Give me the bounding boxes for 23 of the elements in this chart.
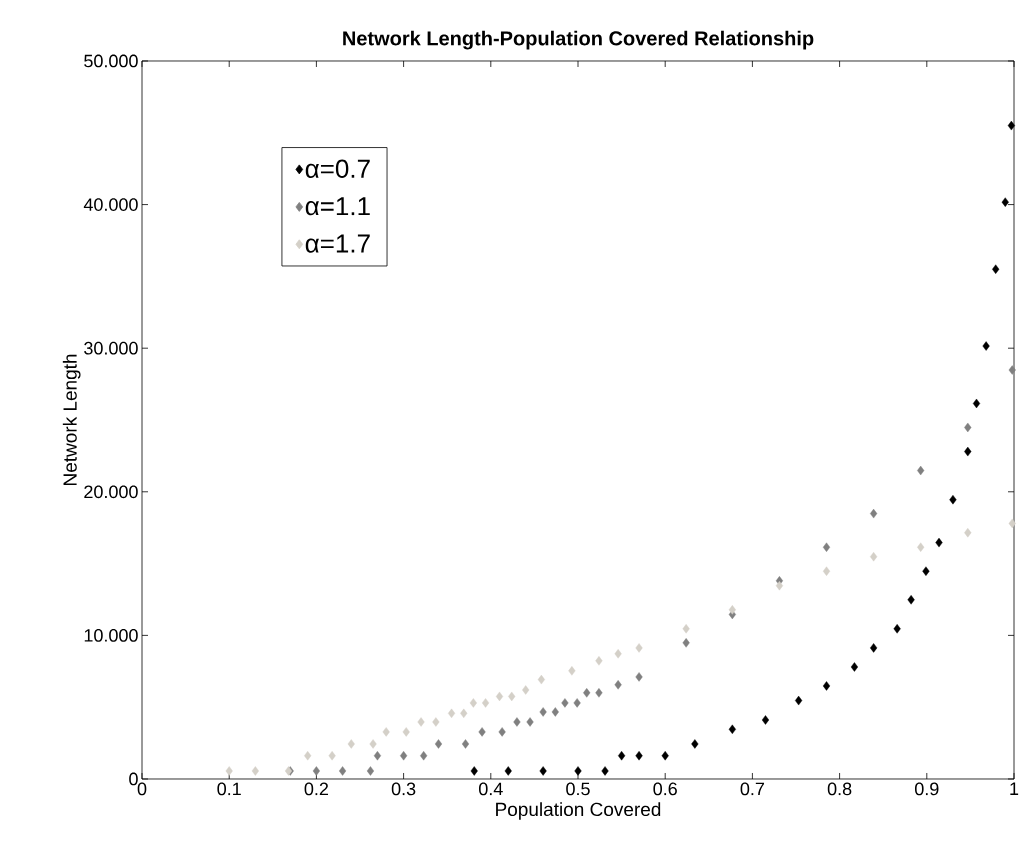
x-tick-label: 0.1 xyxy=(217,782,241,796)
chart-title: Network Length-Population Covered Relationship xyxy=(343,30,814,50)
x-tick-label: 1 xyxy=(1010,782,1019,795)
y-axis-title: Network Length xyxy=(62,354,81,485)
x-tick-label: 0 xyxy=(137,782,147,796)
legend-label: α=1.1 xyxy=(305,197,370,216)
x-tick-label: 0.7 xyxy=(740,782,765,796)
legend-label: α=1.7 xyxy=(305,234,370,253)
legend-label: α=0.7 xyxy=(305,159,370,178)
x-tick-label: 0.5 xyxy=(566,782,590,796)
y-tick-label: 20.000 xyxy=(84,485,138,499)
x-tick-label: 0.4 xyxy=(479,782,503,796)
y-tick-label: 30.000 xyxy=(84,341,138,355)
y-tick-label: 10.000 xyxy=(84,629,138,642)
y-tick-label: 50.000 xyxy=(84,54,138,68)
x-tick-label: 0.3 xyxy=(391,782,416,796)
x-tick-label: 0.9 xyxy=(915,782,939,796)
y-tick-label: 0 xyxy=(129,772,138,786)
y-tick-label: 40.000 xyxy=(83,198,138,211)
x-tick-label: 0.2 xyxy=(304,782,329,796)
x-tick-label: 0.6 xyxy=(653,782,677,796)
x-axis-title: Population Covered xyxy=(496,802,661,820)
x-tick-label: 0.8 xyxy=(827,782,852,796)
